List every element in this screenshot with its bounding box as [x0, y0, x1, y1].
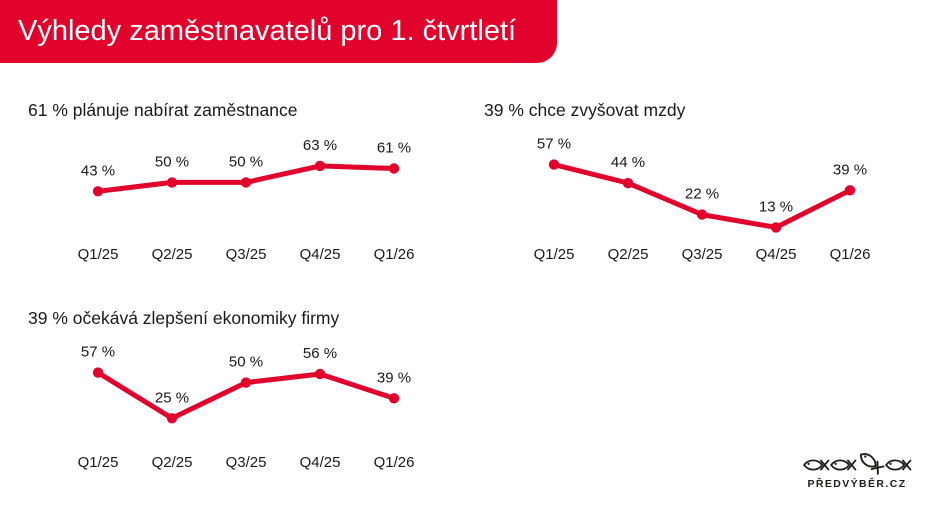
data-point-marker: [314, 368, 326, 380]
x-axis-label: Q2/25: [608, 246, 649, 263]
data-point-marker: [92, 367, 104, 378]
x-axis-label: Q3/25: [226, 246, 267, 263]
data-value-label: 39 %: [377, 369, 411, 386]
fish-icon: [802, 459, 830, 471]
data-point-marker: [166, 413, 178, 424]
data-point-marker: [240, 177, 252, 188]
line-chart-wages: 57 % Q1/25 44 % Q2/25 22 % Q3/25 13 % Q4/25 39 %…: [534, 136, 871, 263]
data-value-label: 22 %: [685, 186, 719, 203]
data-value-label: 25 %: [155, 389, 189, 406]
logo-text: PŘEDVÝBĚR.CZ: [807, 478, 907, 490]
x-axis-label: Q1/26: [830, 246, 871, 263]
x-axis-label: Q1/26: [374, 454, 415, 471]
data-point-marker: [314, 160, 326, 172]
chart-title-economy: 39 % očekává zlepšení ekonomiky firmy: [28, 308, 340, 328]
data-point-marker: [166, 177, 178, 188]
fish-icon: [829, 459, 857, 471]
data-point-marker: [844, 185, 856, 196]
data-value-label: 57 %: [537, 136, 571, 153]
data-point-marker: [696, 209, 708, 220]
data-value-label: 50 %: [155, 153, 189, 170]
line-chart-economy: 57 % Q1/25 25 % Q2/25 50 % Q3/25 56 % Q4/25 39 %…: [78, 344, 415, 471]
fish-diving-icon: [859, 453, 885, 475]
data-point-marker: [240, 377, 252, 388]
data-point-marker: [622, 177, 634, 189]
chart-economy-improvement: 39 % očekává zlepšení ekonomiky firmy 57…: [28, 304, 464, 490]
data-value-label: 56 %: [303, 345, 337, 362]
data-point-marker: [388, 163, 400, 174]
data-value-label: 13 %: [759, 198, 793, 215]
header-banner: Výhledy zaměstnavatelů pro 1. čtvrtletí: [0, 0, 557, 63]
data-point-marker: [388, 393, 400, 404]
x-axis-label: Q1/25: [78, 246, 119, 263]
predvyber-logo: PŘEDVÝBĚR.CZ: [799, 453, 915, 490]
data-point-marker: [92, 186, 104, 197]
data-value-label: 43 %: [81, 162, 115, 179]
data-point-marker: [548, 159, 560, 170]
data-value-label: 50 %: [229, 354, 263, 371]
data-value-label: 61 %: [377, 140, 411, 157]
data-point-marker: [770, 222, 782, 233]
data-value-label: 39 %: [833, 161, 867, 178]
x-axis-label: Q4/25: [756, 246, 797, 263]
x-axis-label: Q1/25: [78, 454, 119, 471]
page-title: Výhledy zaměstnavatelů pro 1. čtvrtletí: [18, 15, 517, 47]
x-axis-label: Q4/25: [300, 454, 341, 471]
chart-title-wages: 39 % chce zvyšovat mzdy: [484, 100, 686, 120]
x-axis-label: Q4/25: [300, 246, 341, 263]
data-value-label: 63 %: [303, 137, 337, 154]
data-value-label: 50 %: [229, 153, 263, 170]
x-axis-label: Q2/25: [152, 454, 193, 471]
x-axis-label: Q1/26: [374, 246, 415, 263]
data-value-label: 57 %: [81, 344, 115, 361]
chart-title-hiring: 61 % plánuje nabírat zaměstnance: [28, 100, 298, 120]
fish-icons-row: [799, 453, 915, 477]
x-axis-label: Q2/25: [152, 246, 193, 263]
x-axis-label: Q1/25: [534, 246, 575, 263]
x-axis-label: Q3/25: [682, 246, 723, 263]
data-value-label: 44 %: [611, 154, 645, 171]
chart-hiring-outlook: 61 % plánuje nabírat zaměstnance 43 % Q1/…: [28, 96, 464, 282]
x-axis-label: Q3/25: [226, 454, 267, 471]
chart-wage-increase: 39 % chce zvyšovat mzdy 57 % Q1/25 44 % Q2/…: [484, 96, 920, 282]
fish-icon: [884, 459, 912, 471]
line-chart-hiring: 43 % Q1/25 50 % Q2/25 50 % Q3/25 63 % Q4/25 61 %…: [78, 137, 415, 263]
